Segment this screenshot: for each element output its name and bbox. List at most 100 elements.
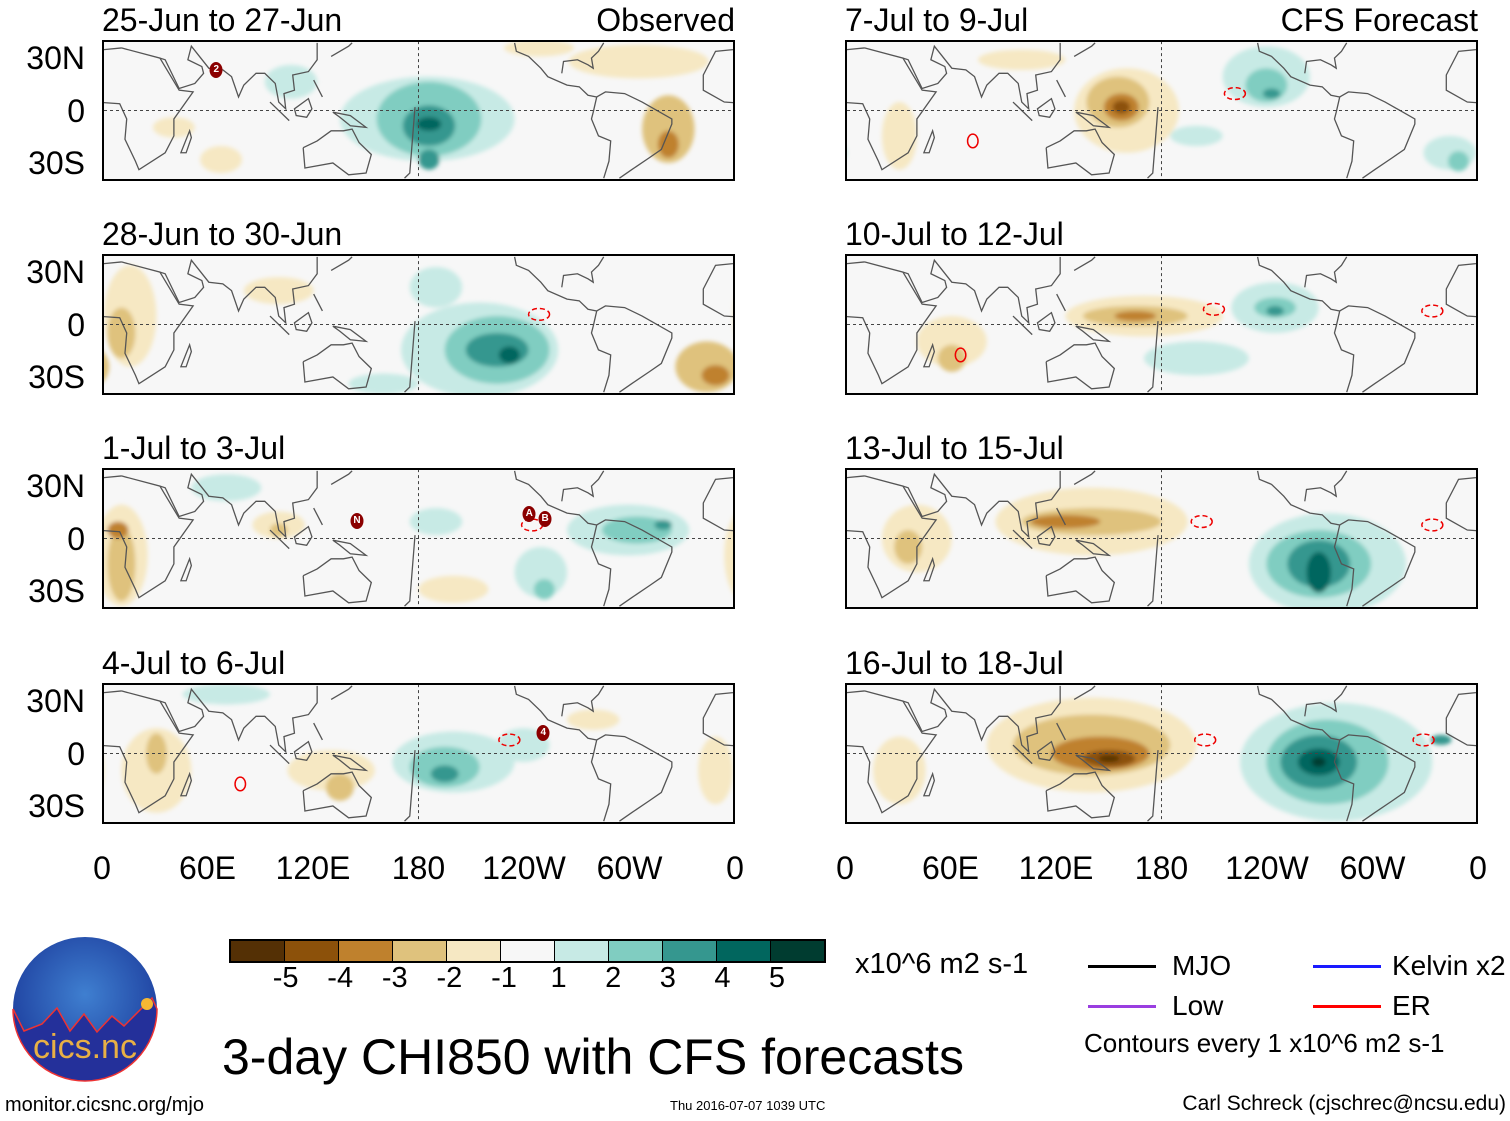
legend-label-er: ER: [1392, 990, 1431, 1021]
panel-title: 7-Jul to 9-Jul: [845, 2, 1029, 38]
anomaly-region: [724, 517, 733, 594]
er-contour: [529, 308, 550, 320]
lat-tick-label: 0: [67, 92, 85, 129]
colorbar-swatch: [717, 941, 771, 961]
anomaly-region: [567, 709, 620, 730]
lat-tick-label: 30S: [28, 144, 85, 181]
er-contour: [1191, 516, 1212, 528]
coastline: [845, 262, 936, 384]
anomaly-region: [1170, 125, 1223, 147]
panel-title: 16-Jul to 18-Jul: [845, 645, 1064, 681]
anomaly-map: [102, 40, 735, 181]
anomaly-region: [701, 365, 730, 386]
coastline: [903, 471, 1060, 537]
anomaly-region: [102, 737, 104, 805]
colorbar-swatch: [231, 941, 285, 961]
footer-url[interactable]: monitor.cicsnc.org/mjo: [5, 1094, 204, 1116]
coastline: [1446, 262, 1478, 384]
forecast-label: CFS Forecast: [1280, 2, 1478, 38]
coastline: [1046, 343, 1114, 389]
lon-tick-label: 120W: [482, 850, 566, 886]
anomaly-map: [845, 40, 1478, 181]
map-panel: 28-Jun to 30-Jun 30N 0 30S: [26, 216, 735, 395]
colorbar-swatch: [663, 941, 717, 961]
coastline: [160, 686, 317, 752]
lat-tick-label: 30N: [26, 468, 85, 505]
coastline: [845, 48, 936, 170]
lat-tick-label: 30S: [28, 358, 85, 395]
anomaly-region: [418, 149, 440, 170]
observed-label: Observed: [596, 2, 735, 38]
lat-tick-label: 0: [67, 306, 85, 343]
coastline: [181, 471, 415, 606]
coastline: [1334, 735, 1414, 821]
lon-tick-label: 0: [93, 850, 111, 886]
er-contour: [968, 134, 978, 148]
coastline: [1046, 129, 1114, 175]
coastline: [1258, 471, 1347, 525]
coastline: [703, 691, 735, 813]
storm-marker: B: [538, 511, 552, 528]
lat-tick-label: 0: [67, 520, 85, 557]
anomaly-region: [1306, 552, 1331, 593]
anomaly-region: [894, 530, 923, 564]
anomaly-region: [107, 521, 129, 539]
er-contour: [1422, 519, 1443, 531]
map-panel: 13-Jul to 15-Jul: [845, 430, 1478, 609]
colorbar-swatch: [393, 941, 447, 961]
coastline: [1446, 476, 1478, 598]
anomaly-region: [873, 736, 926, 805]
anomaly-region: [698, 736, 733, 805]
legend-label-kelvin: Kelvin x2: [1392, 950, 1506, 981]
anomaly-region: [107, 526, 136, 602]
legend-line-low: [1088, 1005, 1156, 1008]
coastline: [160, 43, 317, 109]
anomaly-region: [881, 102, 917, 170]
anomaly-map: [845, 468, 1478, 609]
lon-tick-label: 180: [1134, 850, 1189, 886]
anomaly-region: [1448, 151, 1470, 172]
anomaly-region: [1098, 755, 1120, 762]
anomaly-region: [409, 508, 463, 536]
er-contour: [499, 734, 520, 746]
coastline: [160, 471, 317, 537]
er-contour: [1203, 303, 1224, 315]
coastline: [903, 43, 1060, 109]
lat-tick-label: 30N: [26, 254, 85, 291]
er-contour: [235, 777, 245, 791]
storm-marker: N: [350, 513, 364, 530]
coastline: [1258, 257, 1347, 311]
legend-line-er: [1313, 1005, 1381, 1008]
anomaly-region: [182, 685, 270, 705]
legend-line-kelvin: [1313, 965, 1381, 968]
coastline: [1446, 691, 1478, 813]
panel-title: 1-Jul to 3-Jul: [102, 430, 286, 466]
coastline: [903, 257, 1060, 323]
anomaly-region: [504, 42, 574, 57]
anomaly-region: [1430, 734, 1452, 746]
legend-label-mjo: MJO: [1172, 950, 1232, 981]
anomaly-region: [104, 352, 110, 381]
timestamp: Thu 2016-07-07 1039 UTC: [670, 1098, 826, 1113]
lon-tick-label: 60W: [596, 850, 663, 886]
lon-tick-label: 60W: [1339, 850, 1406, 886]
anomaly-region: [430, 765, 459, 783]
panel-title: 25-Jun to 27-Jun: [102, 2, 343, 38]
coastline: [303, 343, 371, 389]
anomaly-region: [568, 44, 709, 79]
anomaly-map: [845, 254, 1478, 395]
lat-tick-label: 0: [67, 735, 85, 772]
map-panel: 1-Jul to 3-Jul N A B 30N 0 30S: [26, 430, 735, 609]
er-contour: [955, 348, 965, 362]
coastline: [160, 257, 317, 323]
colorbar-swatch: [285, 941, 339, 961]
coastline: [102, 48, 193, 170]
anomaly-map: [845, 683, 1478, 824]
colorbar-tick-label: -1: [491, 962, 517, 994]
colorbar-tick-label: 2: [605, 962, 622, 994]
coastline: [102, 262, 193, 384]
colorbar-swatch: [771, 941, 824, 961]
coastline: [1258, 686, 1347, 740]
coastline: [102, 476, 193, 598]
colorbar-tick-label: 1: [550, 962, 567, 994]
